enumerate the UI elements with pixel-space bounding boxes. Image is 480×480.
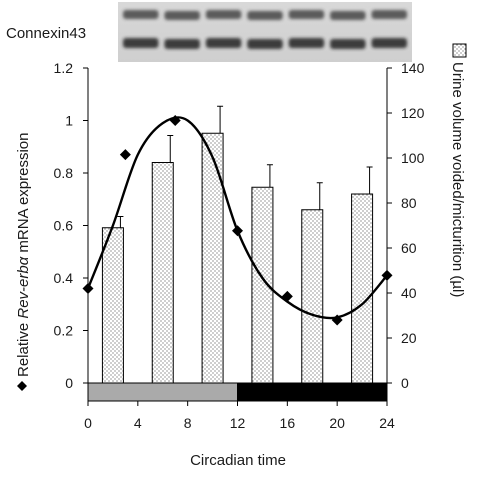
blot-band-lower [205,38,242,48]
left-axis-label-group: Relative Rev-erbα mRNA expression [15,133,32,391]
left-axis-ticks: 0 0.2 0.4 0.6 0.8 1 1.2 [54,60,88,391]
blot-band-lower [123,38,159,48]
fit-curve-group [86,116,388,320]
right-tick-label: 0 [401,375,409,391]
left-axis-label: Relative Rev-erbα mRNA expression [15,133,32,377]
left-axis-label-pre: Relative [15,319,32,377]
right-axis-legend-marker [452,43,467,58]
x-tick-label: 16 [280,415,296,431]
right-axis-label-group: Urine volume voided/micturition (µl) [449,43,467,297]
x-tick-label: 0 [84,415,92,431]
left-tick-label: 0.8 [54,165,74,181]
data-point [381,269,393,281]
blot-band-upper [371,10,407,19]
left-tick-label: 1.2 [54,60,74,76]
left-tick-label: 0.2 [54,323,74,339]
bar [351,193,374,384]
blot-band-lower [371,38,407,48]
light-dark-bar [87,382,388,402]
blot-band-lower [330,39,366,49]
data-point [232,225,243,237]
bar [251,186,274,384]
data-point [331,314,343,326]
x-axis-label: Circadian time [190,452,286,469]
x-axis-ticks: 0 4 8 12 16 20 24 [84,401,395,431]
left-tick-label: 0 [65,375,73,391]
data-point [169,115,181,126]
blot-band-upper [164,11,200,20]
blot-band-upper [288,10,325,19]
data-point [119,149,131,161]
left-axis-label-italic: Rev-erbα [15,256,32,318]
blot-label: Connexin43 [6,25,86,42]
right-tick-label: 120 [401,105,425,121]
blot-band-upper [205,10,242,19]
left-tick-label: 1 [65,113,73,129]
right-axis-ticks: 0 20 40 60 80 100 120 140 [387,60,425,391]
right-tick-label: 40 [401,285,417,301]
left-tick-label: 0.6 [54,218,74,234]
right-tick-label: 60 [401,240,417,256]
bar [101,227,124,384]
light-dark-segment [87,382,238,402]
data-point [281,290,293,302]
x-tick-label: 8 [184,415,192,431]
right-tick-label: 80 [401,195,417,211]
western-blot [118,2,412,62]
left-axis-legend-marker [17,381,27,391]
left-axis-label-post: mRNA expression [15,133,32,257]
left-tick-label: 0.4 [54,270,74,286]
right-tick-label: 140 [401,60,425,76]
right-tick-label: 20 [401,330,417,346]
blot-band-lower [247,39,283,49]
blot-band-upper [330,11,366,20]
light-dark-segment [237,382,388,402]
right-axis-label: Urine volume voided/micturition (µl) [449,62,466,297]
point-series [82,115,393,326]
data-point [82,283,94,294]
bar [151,162,174,384]
x-tick-label: 20 [329,415,345,431]
x-tick-label: 4 [134,415,142,431]
bar [201,132,224,384]
blot-band-lower [164,39,200,49]
blot-band-upper [123,10,159,19]
right-tick-label: 100 [401,150,425,166]
x-tick-label: 24 [379,415,395,431]
fit-curve [86,116,388,320]
blot-band-upper [247,11,283,20]
x-tick-label: 12 [230,415,246,431]
bar-series [101,105,374,384]
bar [301,209,324,384]
blot-band-lower [288,38,325,48]
